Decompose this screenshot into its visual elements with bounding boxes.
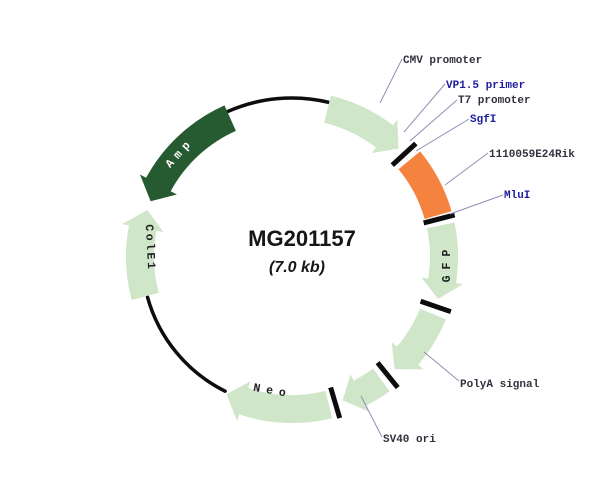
leader-layer — [360, 58, 504, 438]
feature-sv40-ori — [342, 368, 390, 412]
leader-line-sv40-ori — [360, 395, 383, 438]
backbone-layer — [145, 96, 331, 393]
leader-line-polya-signal — [423, 351, 460, 382]
label-t7-promoter: T7 promoter — [458, 95, 531, 107]
feature-cmv-promoter — [324, 95, 399, 154]
leader-line-vp1-5-primer — [403, 83, 446, 133]
leader-line-cmv-promoter — [379, 58, 403, 104]
arc-label-gfp: GFP — [441, 244, 454, 283]
feature-cole1 — [122, 210, 164, 300]
leader-line-sgfi — [415, 118, 470, 152]
site-tick-sgfi-region — [390, 141, 418, 167]
label-sv40-ori: SV40 ori — [383, 434, 436, 446]
feature-gfp — [421, 222, 463, 299]
label-mlui: MluI — [504, 190, 530, 202]
feature-amp — [140, 105, 236, 202]
backbone-bottom-left — [145, 295, 227, 393]
label-polya-signal: PolyA signal — [460, 379, 540, 391]
label-vp1-5-primer: VP1.5 primer — [446, 80, 525, 92]
leader-line-1110059e24rik — [444, 152, 489, 186]
site-tick-sv40-neo — [328, 386, 343, 419]
site-tick-gfp-polya — [419, 298, 452, 315]
site-tick-polya-sv40 — [375, 361, 400, 390]
backbone-top — [225, 96, 331, 114]
feature-layer — [122, 95, 463, 424]
plasmid-size-label: (7.0 kb) — [269, 259, 325, 276]
site-tick-mlui — [423, 212, 456, 226]
label-cmv-promoter: CMV promoter — [403, 55, 482, 67]
feature-1110059e24rik — [398, 151, 452, 219]
leader-line-mlui — [449, 194, 504, 215]
plasmid-title: MG201157 — [248, 226, 356, 251]
feature-polya-signal — [391, 308, 446, 370]
feature-neo — [226, 381, 333, 424]
label-1110059e24rik: 1110059E24Rik — [489, 149, 575, 161]
tick-layer — [328, 141, 456, 419]
arc-label-cole1: ColE1 — [142, 224, 157, 272]
leader-line-t7-promoter — [409, 99, 458, 142]
label-sgfi: SgfI — [470, 114, 496, 126]
